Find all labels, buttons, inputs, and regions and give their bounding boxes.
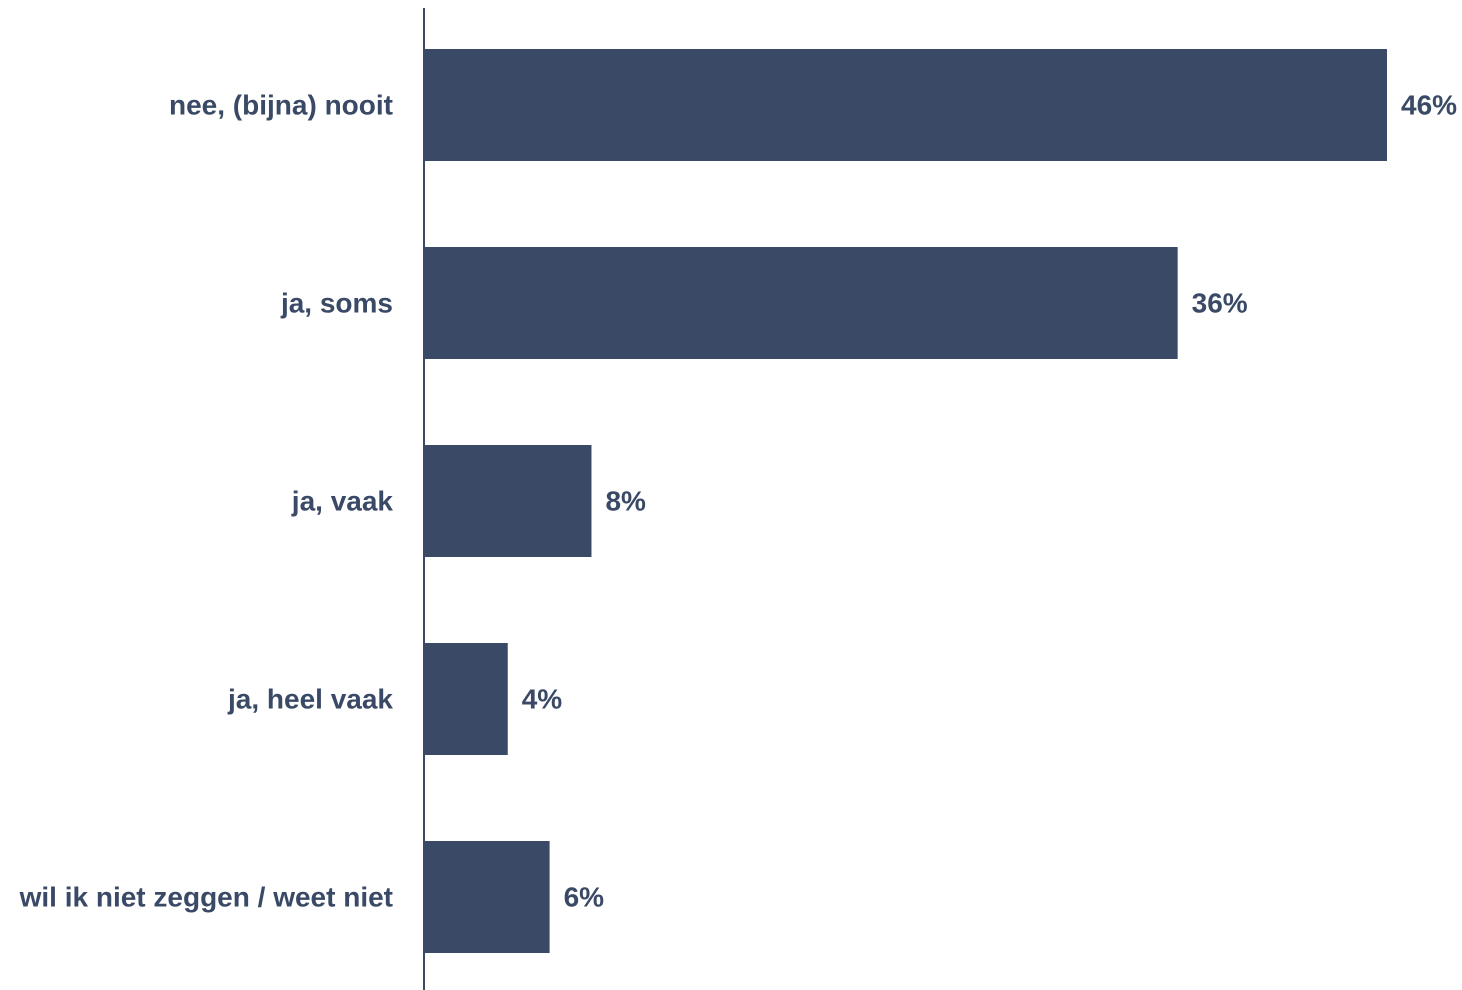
bar-wil-ik-niet-zeggen-weet-niet (424, 841, 550, 953)
bar-ja-vaak (424, 445, 592, 557)
category-label: nee, (bijna) nooit (169, 90, 393, 121)
category-label: ja, soms (280, 288, 393, 319)
value-label: 4% (522, 684, 563, 715)
value-labels: 46% 36% 8% 4% 6% (522, 90, 1457, 913)
category-labels: nee, (bijna) nooit ja, soms ja, vaak ja, he… (19, 90, 394, 913)
bars-group (424, 49, 1387, 953)
bar-ja-soms (424, 247, 1178, 359)
value-label: 6% (564, 882, 605, 913)
category-label: ja, heel vaak (227, 684, 393, 715)
value-label: 8% (605, 486, 646, 517)
category-label: ja, vaak (291, 486, 394, 517)
bar-nee-bijna-nooit (424, 49, 1387, 161)
value-label: 46% (1401, 90, 1457, 121)
value-label: 36% (1192, 288, 1248, 319)
category-label: wil ik niet zeggen / weet niet (19, 882, 393, 913)
bar-ja-heel-vaak (424, 643, 508, 755)
